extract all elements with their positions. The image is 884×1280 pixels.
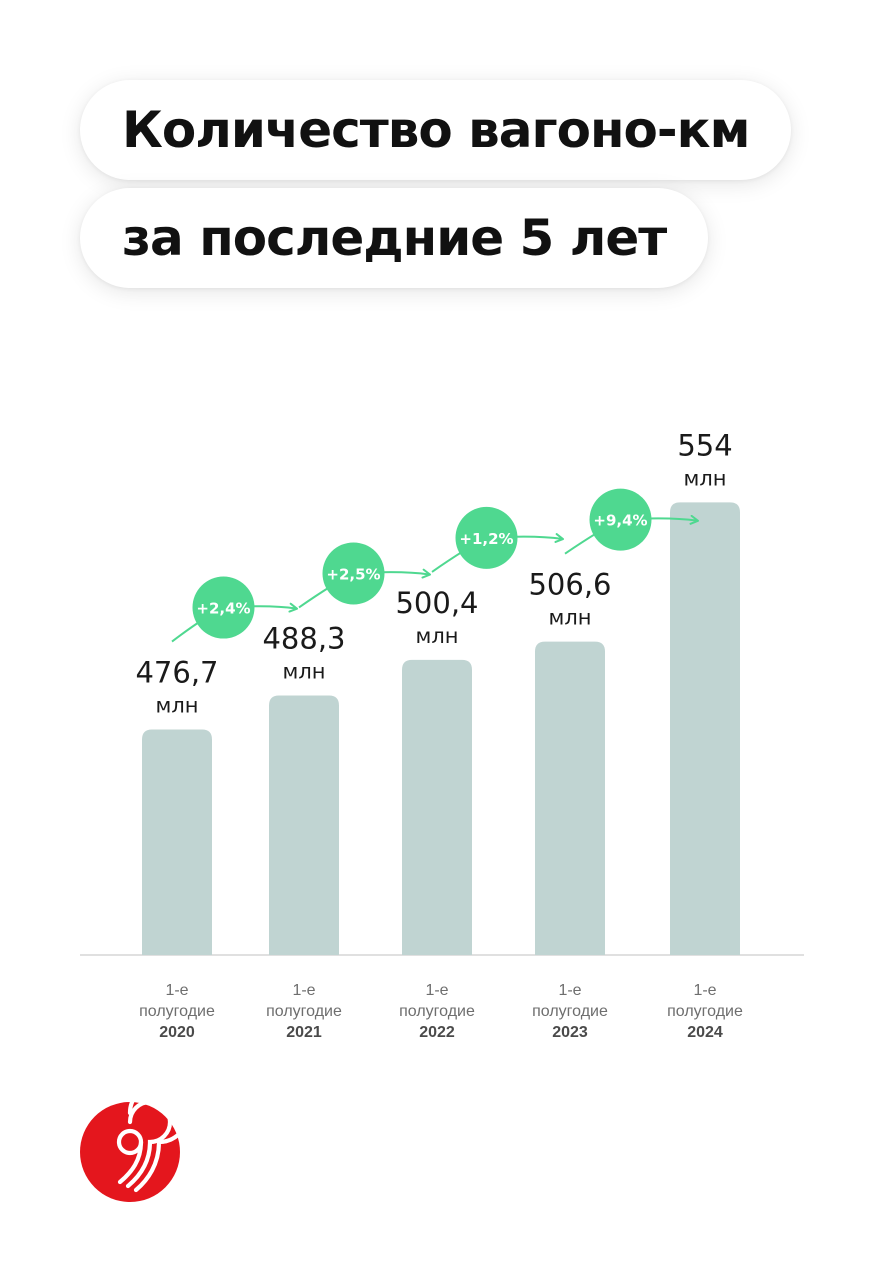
unit-label-2: млн <box>283 659 326 683</box>
growth-badge-2 <box>322 542 385 605</box>
growth-badge-3 <box>455 506 518 569</box>
x-tick-label-5-2: полугодие <box>667 1003 743 1020</box>
unit-label-3: млн <box>416 624 459 648</box>
title-line-1: Количество вагоно-км <box>80 80 792 180</box>
title-line-2: за последние 5 лет <box>80 188 709 288</box>
x-tick-label-4-1: 1-е <box>558 982 581 999</box>
x-tick-label-5-3: 2024 <box>687 1024 723 1041</box>
bar-1 <box>142 729 212 955</box>
x-tick-label-4-3: 2023 <box>552 1024 588 1041</box>
value-label-1: 476,7 <box>135 656 218 690</box>
growth-badge-1 <box>192 576 255 639</box>
value-label-2: 488,3 <box>262 621 345 655</box>
x-tick-label-4-2: полугодие <box>532 1003 608 1020</box>
x-tick-label-5-1: 1-е <box>693 982 716 999</box>
brand-logo-icon <box>80 1102 180 1202</box>
unit-label-1: млн <box>156 694 199 718</box>
value-label-3: 500,4 <box>395 586 478 620</box>
growth-label-4: +9,4% <box>593 512 647 530</box>
growth-badge-4 <box>589 488 652 551</box>
unit-label-5: млн <box>684 466 727 490</box>
growth-label-1: +2,4% <box>196 600 250 618</box>
bar-4 <box>535 641 605 955</box>
x-tick-label-1-2: полугодие <box>139 1003 215 1020</box>
value-label-4: 506,6 <box>528 568 611 602</box>
x-tick-label-2-1: 1-е <box>292 982 315 999</box>
bar-5 <box>670 502 740 955</box>
bar-3 <box>402 659 472 955</box>
growth-label-3: +1,2% <box>459 530 513 548</box>
x-tick-label-2-3: 2021 <box>286 1024 322 1041</box>
x-tick-label-1-3: 2020 <box>159 1024 195 1041</box>
x-tick-label-3-3: 2022 <box>419 1024 455 1041</box>
x-tick-label-2-2: полугодие <box>266 1003 342 1020</box>
x-tick-label-3-1: 1-е <box>425 982 448 999</box>
x-tick-label-1-1: 1-е <box>165 982 188 999</box>
x-tick-label-3-2: полугодие <box>399 1003 475 1020</box>
growth-label-2: +2,5% <box>326 565 380 583</box>
value-label-5: 554 <box>677 428 732 462</box>
unit-label-4: млн <box>549 606 592 630</box>
bar-2 <box>269 695 339 955</box>
